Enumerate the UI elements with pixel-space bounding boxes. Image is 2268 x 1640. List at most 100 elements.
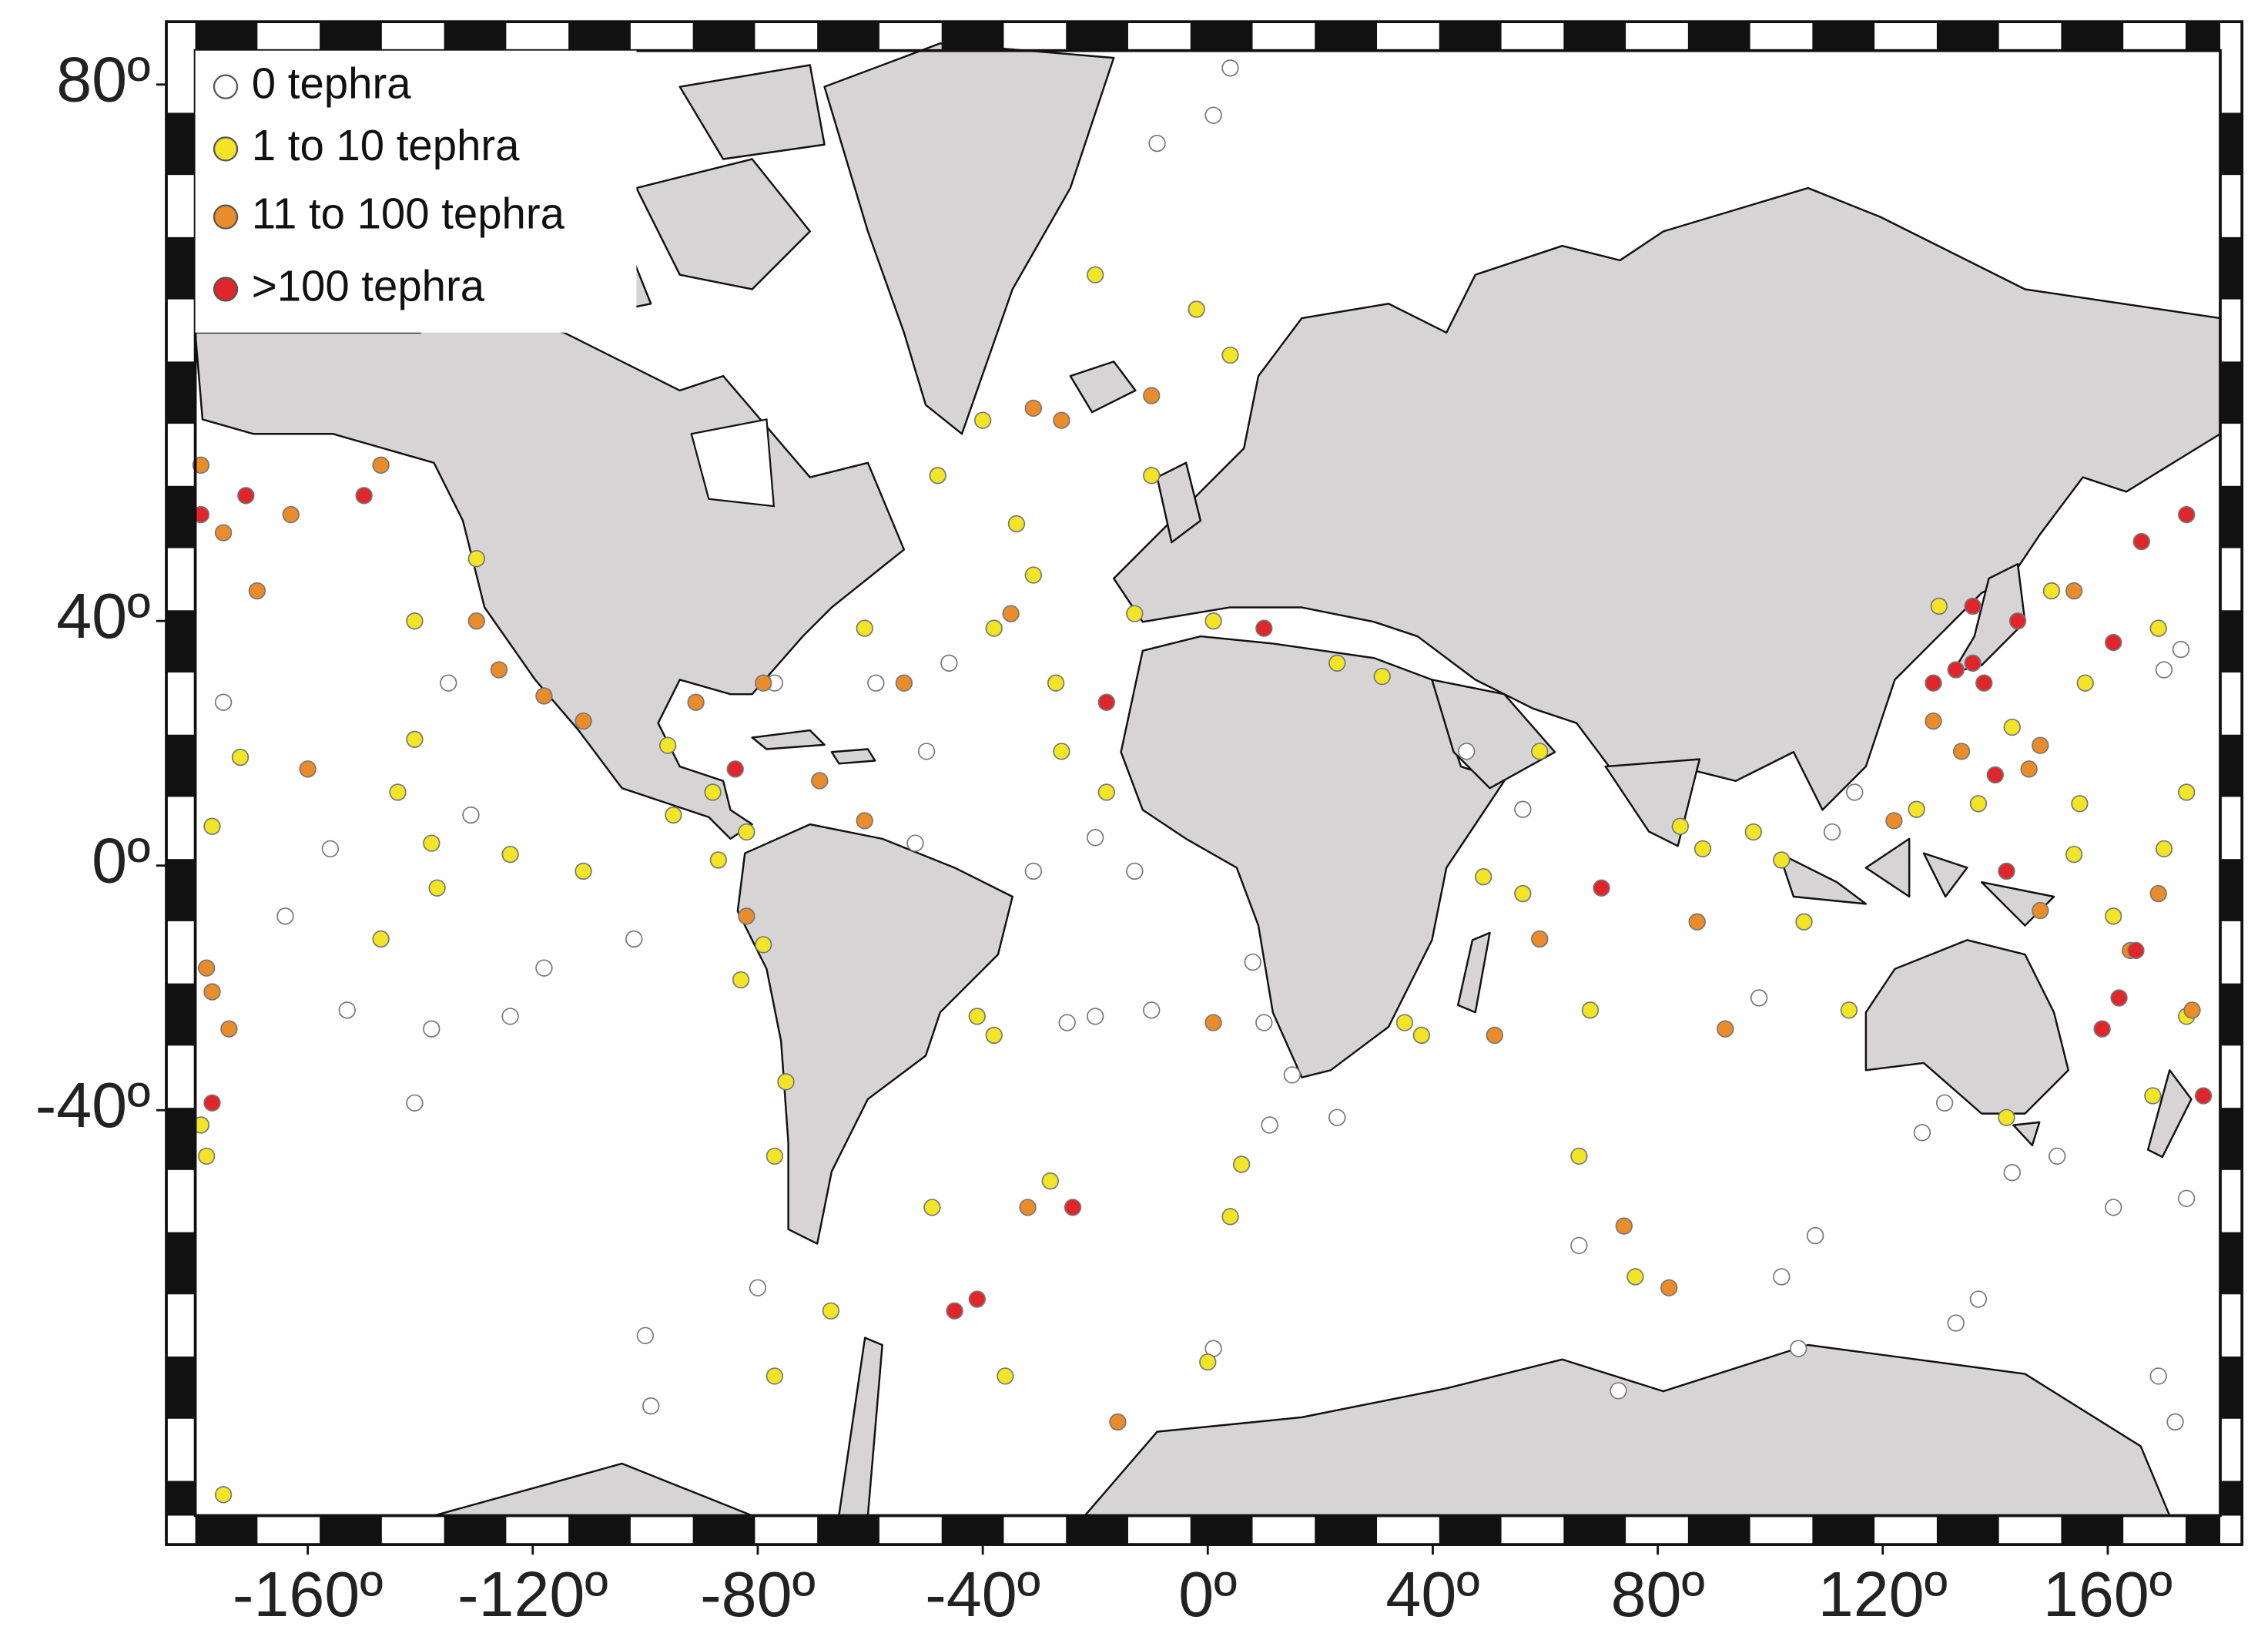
frame-segment — [2220, 1108, 2243, 1170]
data-point — [665, 806, 682, 824]
data-point — [1087, 1008, 1104, 1025]
data-point — [214, 524, 233, 542]
frame-segment — [166, 361, 196, 424]
data-point — [1232, 1155, 1251, 1173]
data-point — [231, 748, 250, 766]
data-point — [1024, 566, 1043, 584]
data-point — [406, 1094, 424, 1112]
x-tick-label: 80º — [1611, 1558, 1705, 1630]
data-point — [1969, 1290, 1988, 1308]
data-point — [777, 1073, 795, 1091]
frame-segment — [166, 983, 196, 1046]
data-point — [575, 712, 592, 730]
data-point — [2149, 884, 2167, 903]
data-point — [1486, 1026, 1503, 1045]
data-point — [822, 1302, 840, 1320]
data-point — [1087, 266, 1104, 283]
data-point — [1531, 743, 1549, 760]
data-point — [1126, 605, 1144, 622]
x-tick-label: 160º — [2043, 1558, 2173, 1630]
data-point — [738, 823, 755, 841]
data-point — [2105, 907, 2122, 925]
y-tick-label: 80º — [56, 44, 150, 116]
y-tick-label: 0º — [92, 825, 150, 897]
frame-segment — [166, 1232, 196, 1295]
x-tick-label: -120º — [457, 1558, 608, 1630]
data-point — [2110, 989, 2128, 1007]
data-point — [2166, 1413, 2184, 1431]
x-tick-label: -80º — [700, 1558, 816, 1630]
frame-segment — [1812, 22, 1875, 51]
data-point — [1328, 1108, 1346, 1126]
data-point — [726, 760, 744, 778]
data-point — [2144, 1087, 2162, 1105]
frame-segment — [166, 112, 196, 176]
data-point — [968, 1290, 986, 1308]
data-point — [2178, 1189, 2196, 1207]
frame-segment — [2220, 236, 2243, 300]
africa — [1120, 635, 1506, 1078]
frame-segment — [2220, 734, 2243, 797]
data-point — [1395, 1014, 1414, 1031]
data-point — [755, 936, 772, 954]
british-isles — [1156, 461, 1202, 544]
data-point — [535, 687, 553, 705]
data-point — [1143, 467, 1161, 485]
data-point — [2172, 640, 2190, 659]
data-point — [749, 1279, 767, 1296]
frame-segment — [2220, 1357, 2243, 1419]
legend-marker — [213, 74, 239, 99]
data-point — [1610, 1382, 1627, 1400]
data-point — [1626, 1268, 1644, 1286]
frame-segment — [1066, 22, 1128, 51]
frame-segment — [2220, 610, 2243, 673]
data-point — [203, 1094, 221, 1112]
data-point — [1744, 823, 1762, 841]
data-point — [2003, 718, 2021, 736]
data-point — [2127, 941, 2145, 960]
data-point — [1570, 1147, 1588, 1165]
frame-segment — [1687, 1515, 1750, 1545]
frame-segment — [2220, 361, 2243, 424]
data-point — [1531, 930, 1549, 948]
data-point — [467, 550, 485, 568]
frame-segment — [817, 1515, 879, 1545]
frame-segment — [1812, 1515, 1875, 1545]
frame-segment — [1439, 22, 1502, 51]
frame-segment — [195, 22, 258, 51]
data-point — [1593, 879, 1610, 897]
data-point — [501, 845, 519, 864]
data-point — [2105, 633, 2122, 652]
data-point — [1002, 605, 1020, 622]
data-point — [1143, 1001, 1161, 1019]
data-point — [1041, 1172, 1059, 1190]
data-point — [2093, 1020, 2111, 1038]
data-point — [2008, 612, 2027, 630]
data-point — [2020, 760, 2038, 778]
data-point — [2042, 582, 2061, 600]
frame-segment — [1066, 1515, 1128, 1545]
y-tick-label: 40º — [56, 580, 150, 652]
data-point — [636, 1326, 655, 1344]
data-point — [625, 930, 643, 948]
frame-segment — [2185, 22, 2221, 51]
legend-label: 0 tephra — [252, 59, 411, 108]
y-tick-label: -40º — [35, 1069, 151, 1141]
x-tick-label: 40º — [1385, 1558, 1479, 1630]
data-point — [1947, 1314, 1965, 1332]
data-point — [1109, 1413, 1127, 1431]
frame-segment — [817, 22, 879, 51]
frame-segment — [568, 1515, 631, 1545]
caribbean — [751, 729, 876, 765]
data-point — [372, 456, 390, 474]
indonesia — [1777, 837, 2055, 927]
data-point — [1975, 674, 1993, 692]
data-point — [355, 487, 373, 505]
frame-segment — [2185, 1515, 2221, 1545]
frame-segment — [2220, 1481, 2243, 1516]
data-point — [428, 879, 446, 897]
data-point — [1221, 346, 1239, 364]
data-point — [687, 693, 705, 711]
data-point — [2003, 1164, 2021, 1182]
data-point — [1244, 953, 1261, 971]
